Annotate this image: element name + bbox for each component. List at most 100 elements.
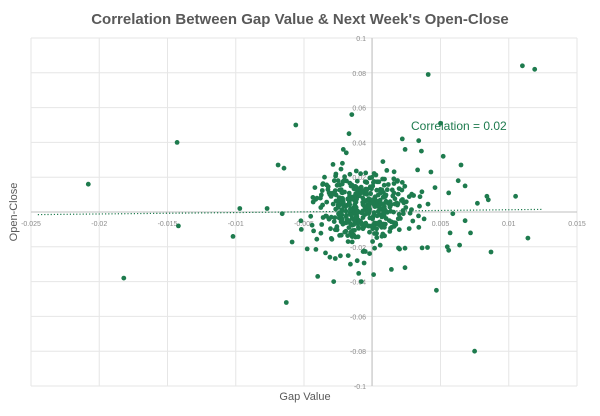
trendline (37, 208, 543, 216)
data-point (318, 230, 324, 236)
data-point (340, 160, 345, 166)
data-point (364, 191, 370, 197)
data-point (364, 186, 369, 192)
x-axis-title: Gap Value (279, 391, 330, 403)
data-point (367, 251, 372, 256)
data-point (346, 131, 352, 137)
y-tick-label: 0.06 (352, 106, 366, 113)
data-point (309, 222, 315, 228)
data-point (343, 228, 349, 234)
data-point (314, 195, 320, 201)
data-point (355, 208, 361, 214)
data-point (520, 63, 525, 69)
data-point (346, 225, 352, 231)
x-tick-label: 0.005 (432, 221, 450, 228)
data-point (324, 213, 329, 219)
data-point (310, 199, 316, 205)
data-point (447, 230, 453, 236)
data-point (353, 204, 359, 210)
data-point (370, 216, 375, 222)
data-point (444, 244, 450, 250)
data-point (349, 196, 355, 202)
data-point (416, 213, 421, 219)
data-point (345, 233, 351, 239)
x-tick-label: -0.02 (91, 221, 107, 228)
data-point (419, 245, 425, 251)
data-point (318, 192, 324, 198)
data-point (353, 234, 358, 240)
data-point (333, 206, 339, 212)
data-point (349, 182, 355, 188)
y-tick-label: -0.08 (350, 349, 366, 356)
data-point (382, 193, 388, 199)
data-point (339, 181, 345, 187)
data-point (380, 205, 386, 211)
data-point (371, 171, 377, 176)
data-point (331, 219, 337, 225)
data-point (409, 207, 414, 213)
data-point (356, 271, 362, 276)
data-point (395, 191, 401, 197)
data-point (399, 136, 405, 142)
data-point (279, 211, 285, 217)
data-point (311, 228, 316, 234)
data-point (331, 178, 337, 184)
data-point (319, 222, 325, 227)
y-tick-label: 0.08 (352, 71, 366, 78)
data-point (334, 182, 340, 188)
data-point (416, 224, 422, 230)
y-tick-label: -0.06 (350, 314, 366, 321)
data-point (341, 178, 347, 183)
data-point (379, 214, 385, 220)
data-point (348, 261, 353, 267)
data-point (360, 249, 366, 255)
data-point (174, 140, 180, 145)
data-point (406, 226, 412, 232)
data-point (324, 182, 330, 188)
data-point (369, 186, 374, 192)
correlation-annotation: Correlation = 0.02 (411, 119, 507, 133)
data-point (399, 198, 404, 203)
data-point (370, 239, 375, 244)
data-point (322, 174, 327, 180)
data-point (362, 212, 368, 218)
data-point (377, 242, 383, 248)
data-point (332, 215, 338, 221)
data-point (388, 208, 394, 214)
y-tick-label: -0.04 (350, 280, 366, 287)
data-point (438, 120, 443, 126)
data-point (432, 185, 438, 191)
data-point (176, 223, 181, 229)
data-point (440, 153, 446, 159)
data-point (372, 245, 377, 251)
data-point (381, 210, 386, 216)
data-point (450, 211, 456, 217)
data-point (358, 184, 364, 190)
data-point (237, 206, 243, 211)
data-point (468, 230, 473, 236)
data-point (314, 236, 320, 242)
data-point (395, 178, 400, 184)
data-point (351, 222, 357, 227)
data-point (455, 178, 461, 184)
y-axis-title: Open-Close (8, 183, 20, 242)
data-point (349, 112, 355, 117)
data-point (327, 254, 333, 260)
y-tick-label: 0.1 (356, 36, 366, 43)
data-point (402, 147, 408, 152)
data-point (338, 166, 344, 172)
data-point (380, 176, 385, 182)
data-point (462, 218, 468, 224)
data-point (328, 226, 333, 232)
data-point (230, 234, 236, 239)
data-point (399, 180, 405, 185)
data-point (361, 260, 367, 266)
data-point (488, 249, 494, 255)
data-point (324, 199, 330, 205)
data-point (337, 233, 342, 238)
x-tick-label: -0.025 (21, 221, 41, 228)
data-point (359, 220, 364, 226)
y-tick-label: -0.02 (350, 245, 366, 252)
trendline-path (37, 208, 543, 216)
